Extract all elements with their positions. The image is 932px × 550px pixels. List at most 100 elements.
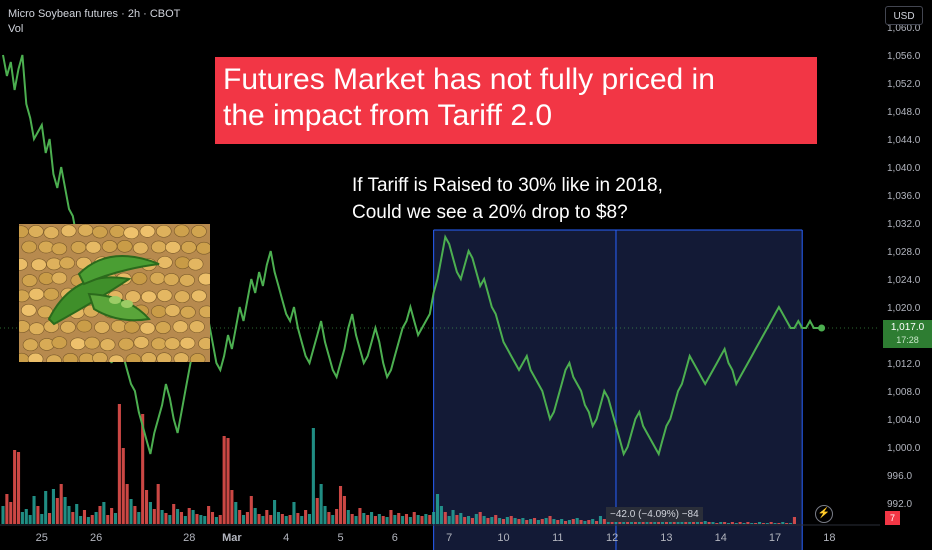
volume-bar [397,513,401,524]
volume-bar [133,506,137,524]
volume-bar [230,490,234,524]
price-axis-bg [880,0,932,550]
volume-bar [164,513,168,524]
volume-bar [726,523,731,524]
volume-bar [789,523,793,524]
time-tick-label: Mar [222,532,242,544]
volume-bar [75,504,79,524]
volume-bar [300,516,304,524]
volume-bar [148,502,152,524]
volume-bar [595,521,599,524]
volume-bar [172,504,176,524]
volume-bar [563,521,568,524]
time-tick-label: 7 [446,532,452,544]
volume-bar [657,520,661,524]
volume-bar [703,521,707,524]
volume-bar [435,494,440,524]
volume-bar [715,523,719,524]
volume-bar [769,522,773,524]
price-tick-label: 1,000.0 [887,443,921,454]
volume-bar [354,516,358,524]
volume-bar [191,510,195,524]
volume-bar [79,516,83,524]
volume-bar [292,502,296,524]
volume-bar [280,514,284,524]
volume-bar [55,498,59,524]
symbol-title[interactable]: Micro Soybean futures · 2h · CBOT [8,8,181,20]
volume-bar [451,510,455,524]
volume-bar [307,514,312,524]
volume-bar [203,516,207,524]
volume-bar [676,522,680,524]
volume-bar [86,517,90,524]
time-tick-label: 12 [606,532,618,544]
volume-bar [110,508,114,524]
volume-bar [416,515,420,524]
headline-banner: Futures Market has not fully priced in t… [215,57,817,144]
last-price-badge: 1,017.0 17:28 [883,320,932,348]
volume-bar [82,510,87,524]
volume-bar [90,515,94,524]
volume-bar [723,522,727,524]
price-tick-label: 1,004.0 [887,415,921,426]
volume-bar [261,516,265,524]
volume-bar [94,512,98,524]
volume-bar [1,506,5,524]
volume-bar [102,502,106,524]
volume-indicator-label[interactable]: Vol [8,23,24,35]
volume-bar [482,516,486,524]
soybean-photo [19,224,210,362]
volume-bar [792,517,796,524]
volume-bar [342,496,346,524]
volume-bar [579,520,583,524]
price-axis[interactable]: 1,060.0 1,056.0 1,052.0 1,048.0 1,044.0 1,040… [880,0,932,550]
volume-bar [269,515,273,524]
volume-bar [684,522,688,524]
volume-bar [44,491,48,524]
volume-bar [633,521,637,524]
volume-bar [273,500,277,524]
range-box-fill [433,230,803,550]
volume-bar [498,518,502,524]
volume-bar [463,517,467,524]
currency-button[interactable]: USD [885,6,923,25]
volume-bar [645,521,649,524]
volume-bar [335,509,339,524]
volume-bar [241,515,246,524]
date-price-range-box[interactable] [433,229,803,550]
price-tick-label: 1,052.0 [887,79,921,90]
volume-bar [218,515,222,524]
headline-line-1: Futures Market has not fully priced in [223,63,715,96]
volume-bar [548,516,552,524]
volume-bar [567,520,571,524]
volume-bar [28,515,32,524]
volume-bar [315,498,319,524]
volume-bar [583,521,587,524]
volume-bar [249,496,253,524]
volume-bar [699,522,703,524]
volume-bar [36,506,40,524]
question-line-1: If Tariff is Raised to 30% like in 2018, [352,175,663,196]
volume-bar [358,508,362,524]
volume-bar [420,516,424,524]
price-tick-label: 1,012.0 [887,359,921,370]
volume-bar [606,520,610,524]
volume-bar [517,519,521,524]
volume-bar [327,512,331,524]
price-tick-label: 1,020.0 [887,303,921,314]
price-tick-label: 1,044.0 [887,135,921,146]
volume-bar [13,450,17,524]
volume-bar [490,517,494,524]
last-price-value: 1,017.0 [890,322,925,333]
volume-bar [575,518,579,524]
volume-bar [467,516,471,524]
lightning-icon[interactable]: ⚡ [815,505,833,523]
volume-bar [478,512,482,524]
volume-bar [63,497,67,524]
volume-value-badge: 7 [885,511,900,525]
volume-bar [393,515,397,524]
time-axis[interactable]: 25 26 28 Mar 4 5 6 7 10 11 12 13 14 17 18 [0,524,880,544]
volume-bar [40,514,44,524]
volume-bar [141,414,145,524]
